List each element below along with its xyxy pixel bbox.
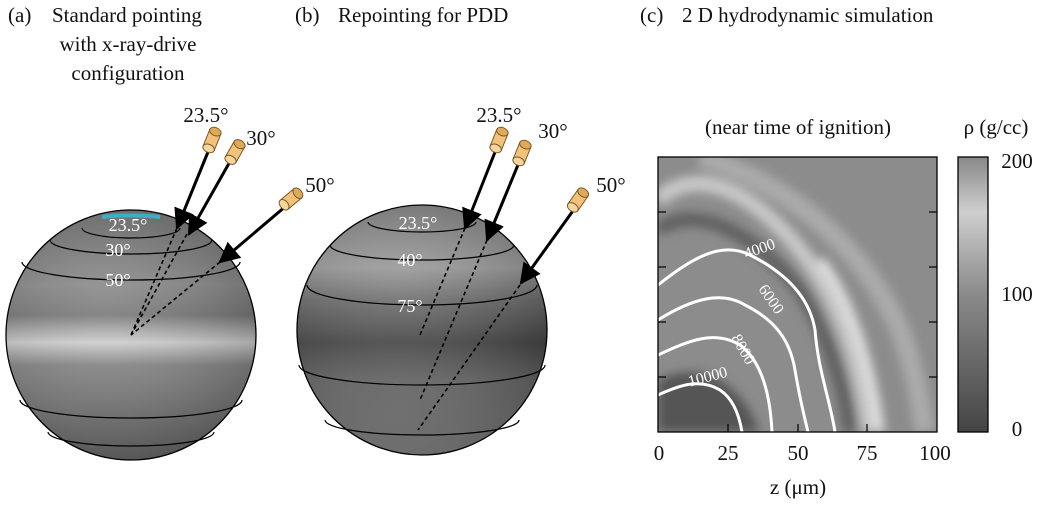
- x-tick-label: 100: [919, 441, 951, 465]
- ring-label: 23.5°: [399, 213, 438, 233]
- colorbar-tick: 0: [1012, 417, 1023, 441]
- ring-label: 75°: [397, 296, 422, 316]
- beam-label: 50°: [305, 173, 334, 197]
- ring-label: 30°: [105, 240, 130, 260]
- panel-label: (b): [295, 3, 320, 27]
- panel-label: (c): [640, 3, 663, 27]
- panel-label: (a): [8, 3, 31, 27]
- panel-title: Repointing for PDD: [338, 3, 508, 27]
- beam-label: 50°: [596, 173, 625, 197]
- ring-label: 40°: [397, 250, 422, 270]
- x-tick-label: 0: [654, 441, 665, 465]
- colorbar-tick: 100: [1001, 282, 1033, 306]
- x-tick-label: 50: [788, 441, 809, 465]
- panel-title: Standard pointing: [52, 3, 202, 27]
- ring-label: 50°: [105, 270, 130, 290]
- heatmap: [658, 157, 937, 432]
- beam-label: 23.5°: [183, 103, 228, 127]
- panel-title: configuration: [71, 61, 185, 85]
- panel-title: 2 D hydrodynamic simulation: [682, 3, 934, 27]
- colorbar-label: ρ (g/cc): [964, 115, 1029, 139]
- colorbar-tick: 200: [1001, 149, 1033, 173]
- sphere-b: [297, 205, 547, 455]
- colorbar: [958, 157, 988, 432]
- figure: (a) Standard pointing with x-ray-drive c…: [0, 0, 1037, 505]
- x-tick-label: 75: [857, 441, 878, 465]
- beam-label: 30°: [246, 126, 275, 150]
- ring-label: 23.5°: [109, 215, 148, 235]
- x-tick-label: 25: [718, 441, 739, 465]
- beam-label: 23.5°: [476, 103, 521, 127]
- x-axis-label: z (μm): [770, 475, 826, 499]
- beam-label: 30°: [538, 119, 567, 143]
- subtitle: (near time of ignition): [705, 115, 891, 139]
- panel-title: with x-ray-drive: [59, 32, 196, 56]
- sphere-a: [6, 210, 256, 460]
